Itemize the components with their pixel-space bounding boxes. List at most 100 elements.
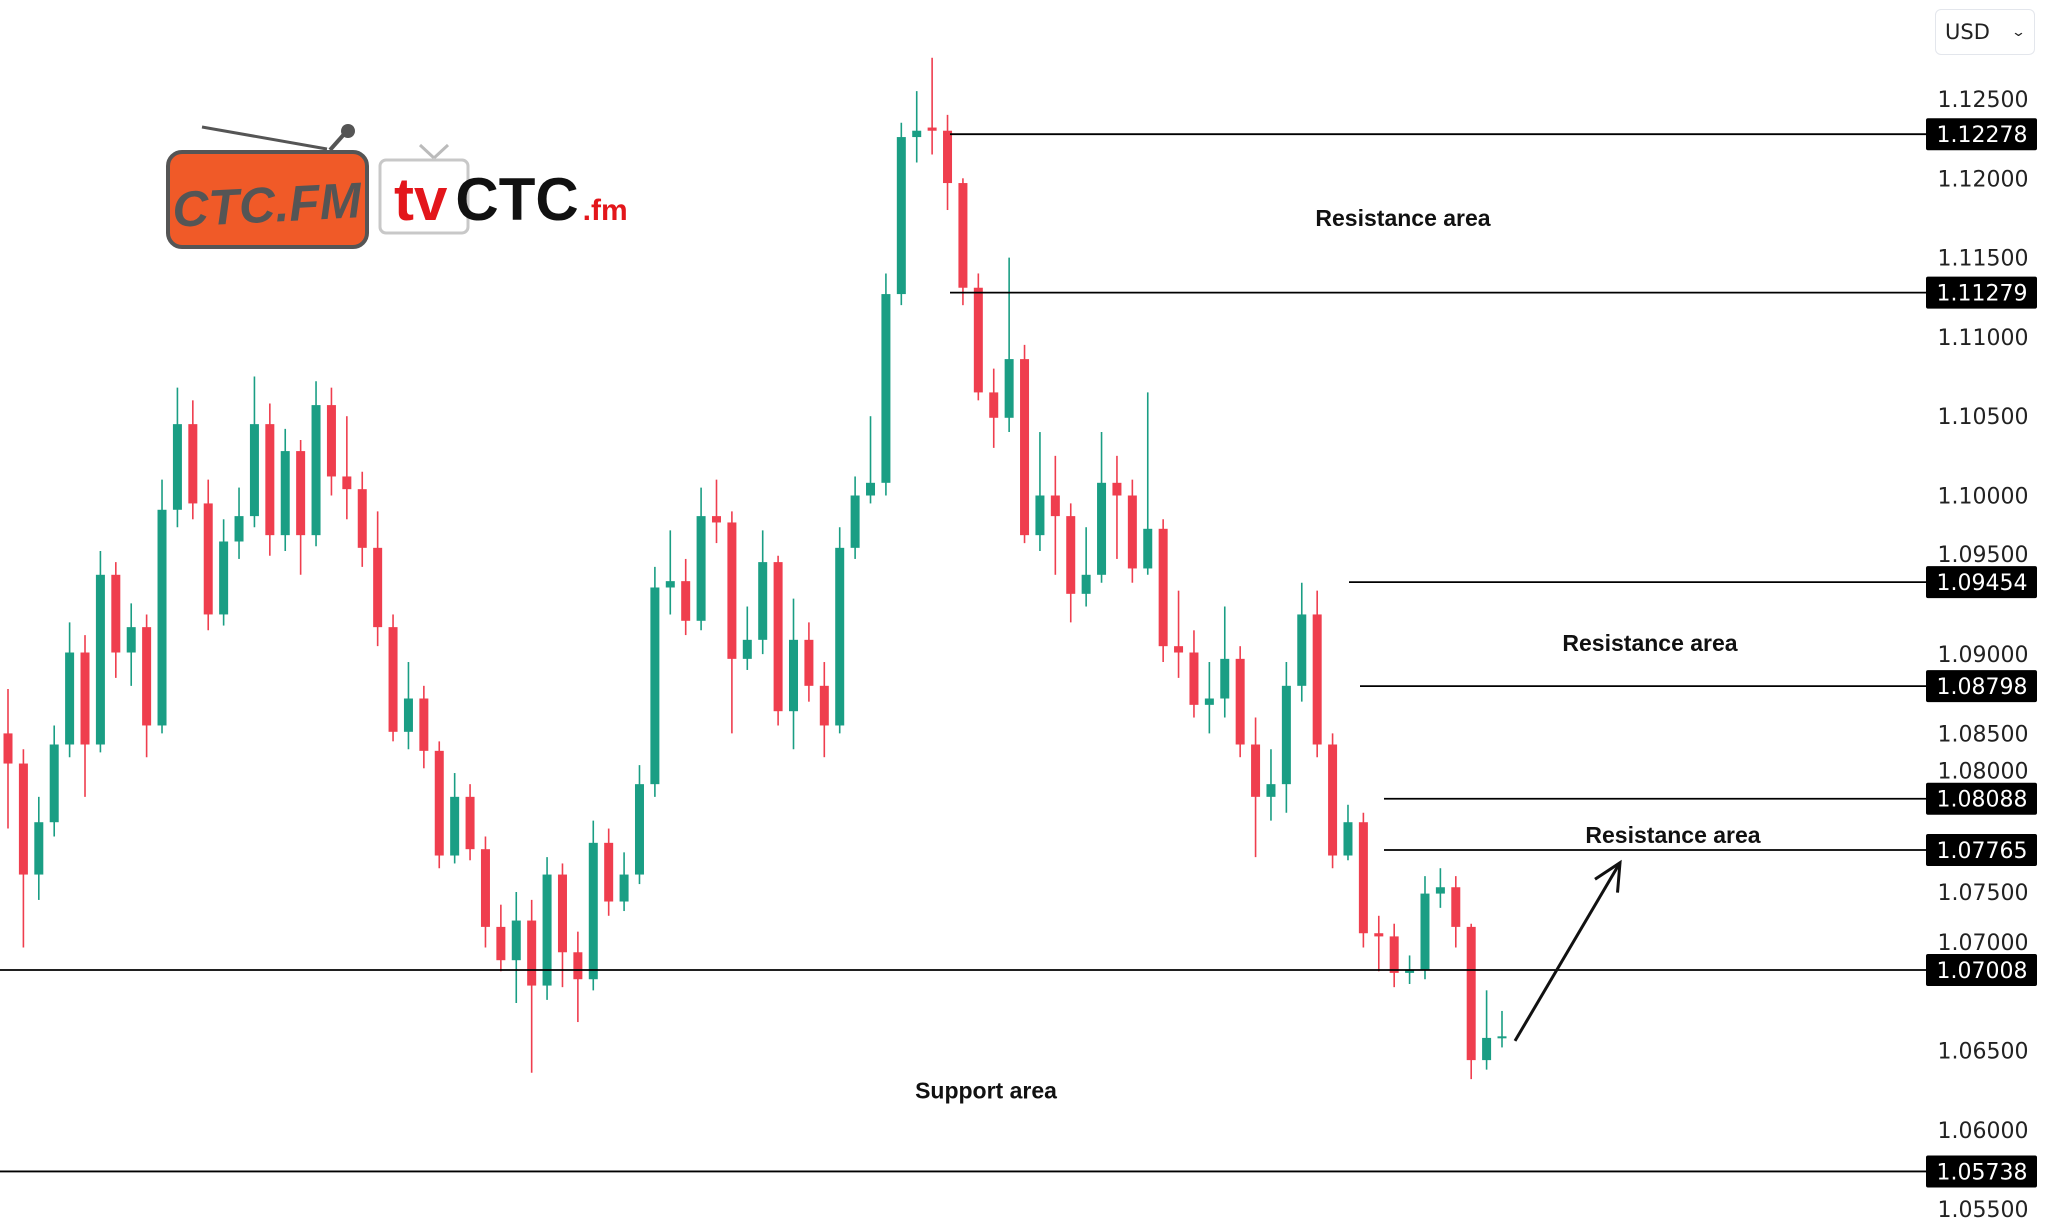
- candle: [881, 273, 891, 496]
- candle: [1235, 646, 1245, 758]
- candle-body: [1112, 482, 1122, 496]
- candle: [511, 892, 521, 1004]
- candle: [1050, 455, 1060, 575]
- candle-body: [1050, 495, 1060, 517]
- candle: [1420, 876, 1430, 980]
- candle-body: [65, 652, 75, 745]
- candle-body: [1097, 482, 1107, 575]
- currency-value: USD: [1945, 20, 1990, 44]
- level-price-text: 1.07765: [1937, 839, 2028, 864]
- candle-body: [1420, 893, 1430, 970]
- y-tick-label: 1.06500: [1938, 1040, 2029, 1065]
- candle: [249, 376, 259, 528]
- candle: [1066, 503, 1076, 623]
- level-price-text: 1.08088: [1937, 788, 2028, 813]
- candle: [203, 479, 213, 631]
- candle-body: [711, 516, 721, 523]
- candle-body: [789, 639, 799, 712]
- candle: [1112, 455, 1122, 559]
- candle-body: [1004, 359, 1014, 418]
- candle-body: [1081, 574, 1091, 594]
- resistance-area-label: Resistance area: [1315, 205, 1490, 231]
- up-arrow-annotation: [1513, 859, 1622, 1042]
- candle: [943, 114, 953, 211]
- candle: [1097, 432, 1107, 583]
- candle: [3, 688, 13, 829]
- y-tick-label: 1.12000: [1938, 167, 2029, 192]
- level-lines: 1.12278 1.11279 1.09454 1.08798 1.08088 1.077…: [0, 118, 2037, 1188]
- candle: [65, 622, 75, 758]
- candle-body: [1189, 652, 1199, 705]
- y-tick-label: 1.11000: [1938, 326, 2029, 351]
- level-price-label: [1926, 833, 2037, 866]
- candles: [3, 57, 1507, 1080]
- currency-select[interactable]: USD ⌄: [1935, 9, 2035, 55]
- candle: [434, 741, 444, 869]
- candle-body: [34, 822, 44, 875]
- candle-body: [480, 849, 490, 927]
- candle-body: [1374, 933, 1384, 937]
- candle-body: [604, 842, 614, 902]
- candle: [557, 863, 567, 988]
- candle: [681, 558, 691, 636]
- candle-body: [896, 137, 906, 295]
- candle-body: [1220, 658, 1230, 699]
- candle: [1358, 812, 1368, 948]
- candle: [480, 836, 490, 948]
- candle-body: [1312, 614, 1322, 745]
- resistance-area-label: Resistance area: [1562, 630, 1737, 656]
- candle: [896, 122, 906, 306]
- candle-body: [943, 130, 953, 184]
- candle: [1497, 1010, 1507, 1048]
- candle: [1127, 479, 1137, 583]
- y-tick-label: 1.05500: [1938, 1198, 2029, 1223]
- candle-body: [819, 685, 829, 726]
- candle: [172, 387, 182, 528]
- candle-body: [1035, 495, 1045, 536]
- level-price-text: 1.09454: [1937, 571, 2028, 596]
- chevron-down-icon: ⌄: [2010, 24, 2027, 40]
- logo: CTC.FM tv CTC .fm: [166, 124, 628, 249]
- candle-body: [1143, 528, 1153, 569]
- candle-body: [1405, 969, 1415, 973]
- candle-body: [1328, 744, 1338, 856]
- candle: [296, 439, 306, 575]
- candle: [265, 403, 275, 556]
- candle: [357, 471, 367, 567]
- candle: [866, 416, 876, 504]
- candle: [1312, 590, 1322, 758]
- candle-body: [373, 547, 383, 628]
- candle-body: [804, 639, 814, 686]
- candle-body: [958, 183, 968, 288]
- candle-body: [989, 392, 999, 418]
- level-price-text: 1.08798: [1937, 675, 2028, 700]
- candle: [1204, 662, 1214, 734]
- candle-body: [1343, 822, 1353, 856]
- candle-body: [650, 587, 660, 785]
- candle-body: [1451, 887, 1461, 927]
- candle: [758, 530, 768, 655]
- candle-body: [280, 451, 290, 536]
- candle: [634, 765, 644, 885]
- candle: [1220, 606, 1230, 718]
- level-price-label: [1926, 1155, 2037, 1188]
- candle: [727, 511, 737, 734]
- candle: [527, 899, 537, 1073]
- candle: [973, 273, 983, 401]
- annotations: Resistance area Resistance area Resistance…: [915, 205, 1761, 1103]
- candle: [142, 614, 152, 758]
- candle-body: [696, 516, 706, 621]
- resistance-area-label: Resistance area: [1585, 822, 1760, 848]
- candle-body: [1297, 614, 1307, 686]
- candle: [542, 857, 552, 1000]
- candle: [111, 562, 121, 678]
- candle: [927, 57, 937, 155]
- candle-body: [835, 547, 845, 726]
- candle: [188, 400, 198, 520]
- candle-body: [681, 581, 691, 621]
- support-area-label: Support area: [915, 1077, 1057, 1103]
- candle: [496, 904, 506, 972]
- candle: [1020, 344, 1030, 544]
